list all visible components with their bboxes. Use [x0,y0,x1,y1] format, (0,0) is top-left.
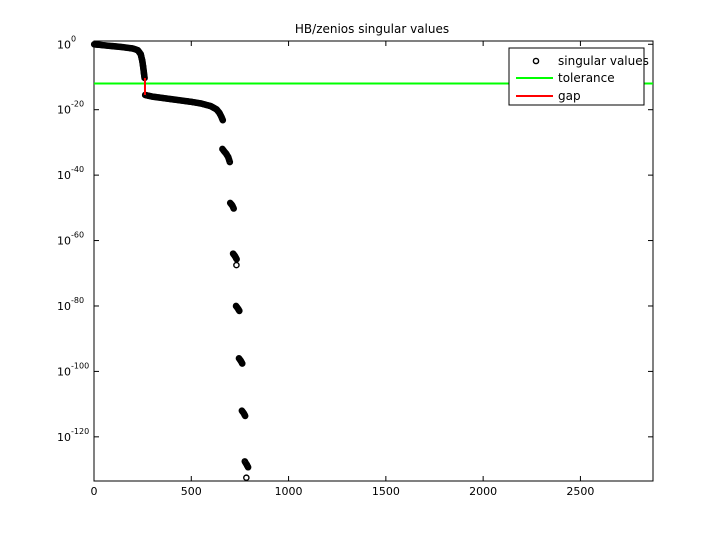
y-tick-label-base: 10 [57,235,71,248]
y-tick-label-exponent: -120 [71,427,89,436]
singular-value-point [244,463,252,471]
y-tick-label-exponent: 0 [71,34,76,43]
singular-value-point [236,307,243,315]
y-tick-label-exponent: -40 [71,165,84,174]
legend: singular values tolerance gap [508,47,649,106]
plot-area [93,40,654,482]
singular-value-point [238,360,246,367]
legend-marker-circle [532,57,540,65]
y-tick-label-base: 10 [57,365,71,378]
legend-label-gap: gap [558,89,581,103]
x-axis: 0 500 1000 1500 2000 2500 [91,41,594,498]
singular-value-point [243,474,250,482]
singular-value-point [233,261,240,269]
x-tick-label: 2500 [566,485,594,498]
singular-value-point [226,158,234,166]
y-tick-label-exponent: -80 [71,296,84,305]
x-tick-label: 1500 [372,485,400,498]
y-tick-label-exponent: -20 [71,100,84,109]
chart-title: HB/zenios singular values [295,22,449,36]
legend-box [508,47,645,106]
singular-value-point [230,205,238,212]
y-tick-label-exponent: -100 [71,361,89,370]
y-tick-label-base: 10 [57,104,71,117]
y-tick-label-base: 10 [57,300,71,313]
x-tick-label: 0 [91,485,98,498]
x-tick-label: 2000 [469,485,497,498]
x-tick-label: 1000 [275,485,303,498]
y-tick-label-base: 10 [57,169,71,182]
y-tick-label-base: 10 [57,431,71,444]
legend-label-singular-values: singular values [558,54,649,68]
y-tick-label-base: 10 [57,38,71,51]
y-tick-label-exponent: -60 [71,231,84,240]
legend-label-tolerance: tolerance [558,71,615,85]
singular-value-point [241,412,249,420]
singular-value-point [219,116,227,124]
singular-values-series [90,40,252,482]
x-tick-label: 500 [181,485,202,498]
